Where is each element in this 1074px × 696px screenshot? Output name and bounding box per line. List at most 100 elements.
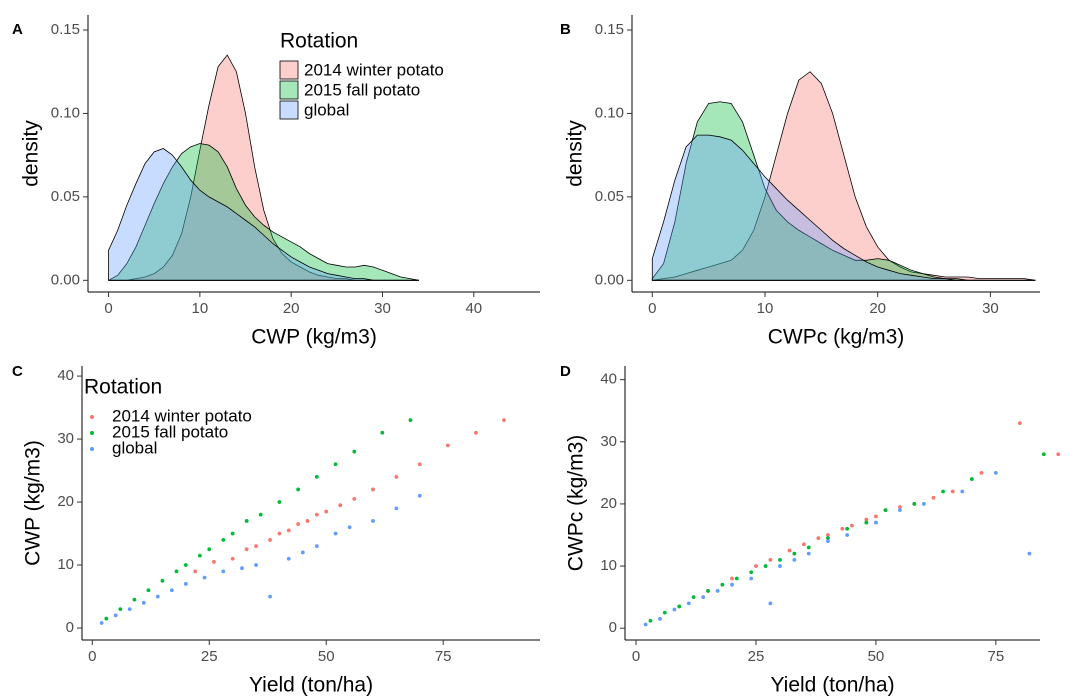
point [371,519,375,523]
point [132,597,137,602]
y-tick-label: 10 [57,556,74,573]
y-tick-label: 30 [600,433,617,450]
point [912,502,917,506]
panel-label: B [560,21,571,38]
x-tick-label: 40 [465,300,482,317]
y-tick-label: 0.00 [595,271,624,288]
y-tick-label: 0.05 [595,188,624,205]
point [864,517,869,522]
point [1017,421,1022,426]
point [806,545,811,550]
point [768,557,773,562]
y-tick-label: 20 [57,493,74,510]
point [643,622,648,627]
y-tick-label: 0.05 [51,188,80,205]
y-tick-label: 0 [609,619,617,636]
point [277,500,282,504]
legend-label: 2015 fall potato [112,422,228,441]
point [230,556,235,561]
point [244,519,249,523]
point [960,489,965,494]
point [874,520,878,525]
y-tick-label: 40 [600,371,617,388]
density-area [651,134,1036,281]
y-axis-title: density [564,120,587,187]
point [883,508,888,513]
point [352,497,357,501]
point [183,563,188,567]
point [169,588,174,593]
density-area [108,143,420,281]
legend-label: 2015 fall potato [304,80,420,99]
point [286,528,291,533]
point [221,569,226,574]
x-axis-title: Yield (ton/ha) [770,674,894,696]
point [1027,551,1032,556]
x-tick-label: 50 [868,648,885,665]
y-tick-label: 40 [57,367,74,384]
y-tick-label: 0.15 [51,21,80,38]
point [686,601,691,606]
point [333,531,338,536]
x-tick-label: 25 [748,648,765,665]
point [734,576,739,581]
point [754,564,758,568]
legend-key [279,80,299,100]
y-axis-title: CWP (kg/m3) [22,440,45,566]
point [286,556,291,561]
point [417,493,422,498]
point [314,544,319,549]
point [701,595,706,600]
point [380,430,385,435]
legend-key [90,431,94,435]
point [104,616,109,621]
point [720,582,725,587]
x-tick-label: 0 [648,300,656,317]
point [691,595,696,600]
point [806,551,811,556]
point [296,487,301,492]
legend-key [279,60,299,80]
x-tick-label: 0 [632,648,640,665]
point [258,512,263,517]
legend-key [90,447,94,451]
point [502,418,506,423]
point [141,600,146,605]
point [394,506,399,511]
point [662,610,667,615]
point [254,563,258,567]
point [802,542,806,547]
point [768,601,773,606]
point [352,449,357,454]
point [445,443,450,448]
x-tick-label: 30 [982,300,999,317]
point [314,512,319,517]
point [268,594,272,599]
point [197,553,202,558]
point [840,526,845,531]
panel-label: A [12,21,23,38]
point [127,607,132,612]
point [202,575,207,580]
point [254,544,258,549]
y-tick-label: 0.15 [595,21,624,38]
point [749,576,754,581]
y-tick-label: 30 [57,430,74,447]
x-tick-label: 25 [201,648,218,665]
point [979,470,984,475]
point [417,462,422,467]
point [118,607,123,612]
point [324,509,329,514]
x-tick-label: 50 [318,648,335,665]
panel-label: C [12,363,23,380]
point [268,537,272,542]
density-area [108,148,420,281]
point [864,520,869,525]
x-tick-label: 0 [88,648,96,665]
point [672,607,677,612]
point [993,470,998,475]
x-axis-title: CWP (kg/m3) [251,326,377,349]
x-axis-title: CWPc (kg/m3) [768,326,905,349]
point [969,477,974,481]
point [749,570,754,575]
